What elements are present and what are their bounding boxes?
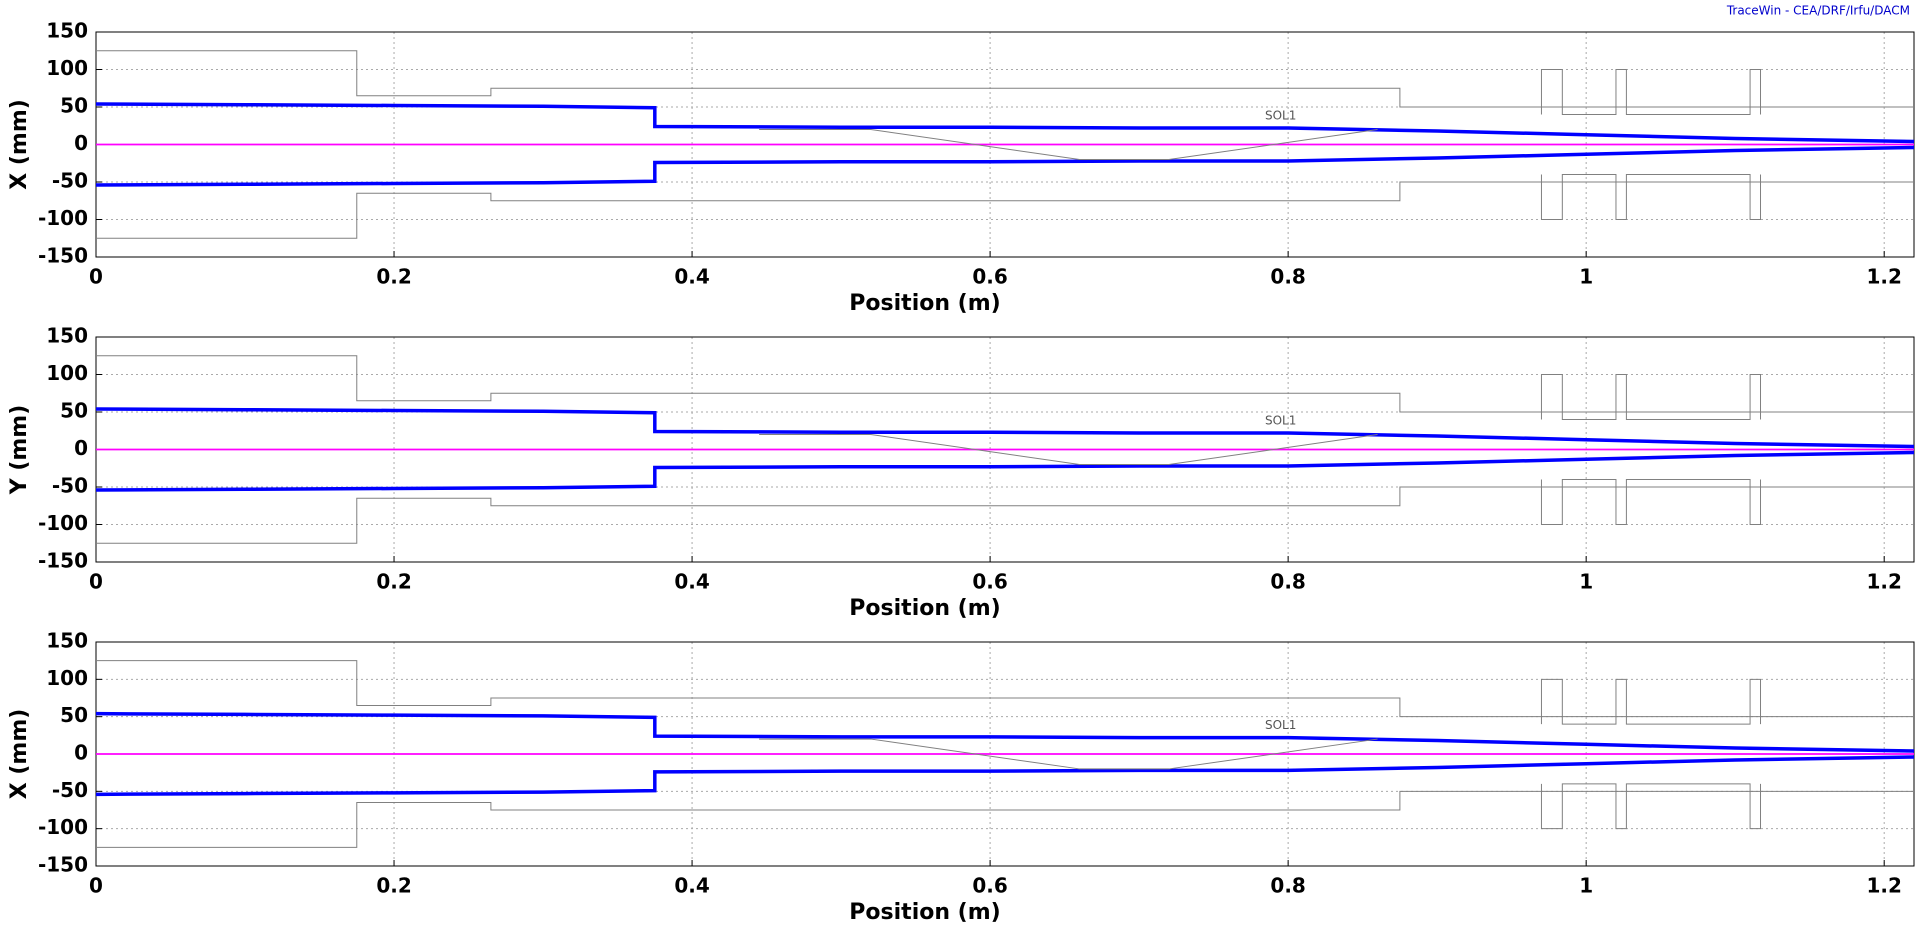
app-credit: TraceWin - CEA/DRF/Irfu/DACM xyxy=(1726,4,1910,18)
series-line xyxy=(1540,783,1762,830)
y-tick-label: 100 xyxy=(46,666,88,690)
series-line xyxy=(1540,69,1762,115)
y-axis-label: X (mm) xyxy=(7,709,32,800)
x-tick-label: 0.8 xyxy=(1270,265,1305,289)
x-tick-label: 0.4 xyxy=(674,265,709,289)
y-tick-label: -50 xyxy=(52,474,88,498)
x-tick-label: 0.2 xyxy=(376,265,411,289)
series-line xyxy=(95,102,1915,144)
x-tick-label: 0.4 xyxy=(674,570,709,594)
y-tick-label: 50 xyxy=(60,94,88,118)
x-tick-label: 0.2 xyxy=(376,570,411,594)
y-tick-label: -100 xyxy=(38,206,88,230)
y-tick-label: 0 xyxy=(74,436,88,460)
series-line xyxy=(759,434,1378,465)
x-tick-label: 0.8 xyxy=(1270,570,1305,594)
x-tick-label: 0.6 xyxy=(972,265,1007,289)
y-tick-label: 0 xyxy=(74,131,88,155)
series-line xyxy=(1540,174,1762,220)
series-line xyxy=(95,711,1915,753)
series-line xyxy=(95,407,1915,449)
y-tick-label: -50 xyxy=(52,778,88,802)
y-tick-label: -100 xyxy=(38,511,88,535)
y-tick-label: -150 xyxy=(38,549,88,573)
x-tick-label: 1.2 xyxy=(1866,570,1901,594)
x-axis-label: Position (m) xyxy=(849,596,1000,621)
y-tick-label: -50 xyxy=(52,169,88,193)
series-line xyxy=(95,755,1915,797)
x-axis-label: Position (m) xyxy=(849,900,1000,925)
element-annotation: SOL1 xyxy=(1265,414,1296,428)
y-tick-label: -150 xyxy=(38,244,88,268)
y-tick-label: 150 xyxy=(46,324,88,348)
x-tick-label: 1 xyxy=(1579,265,1593,289)
y-tick-label: 150 xyxy=(46,19,88,43)
series-line xyxy=(759,738,1378,770)
x-tick-label: 1 xyxy=(1579,874,1593,898)
x-tick-label: 0.2 xyxy=(376,874,411,898)
series-line xyxy=(96,790,1914,848)
x-tick-label: 0.6 xyxy=(972,874,1007,898)
series-line xyxy=(96,486,1914,544)
y-tick-label: 50 xyxy=(60,399,88,423)
series-line xyxy=(96,50,1914,108)
series-line xyxy=(1540,479,1762,525)
y-tick-label: 100 xyxy=(46,56,88,80)
series-line xyxy=(759,129,1378,160)
element-annotation: SOL1 xyxy=(1265,109,1296,123)
y-tick-label: 150 xyxy=(46,629,88,653)
y-axis-label: X (mm) xyxy=(7,99,32,190)
y-tick-label: 50 xyxy=(60,703,88,727)
y-axis-label: Y (mm) xyxy=(7,405,32,496)
y-tick-label: -150 xyxy=(38,853,88,877)
y-tick-label: 0 xyxy=(74,741,88,765)
series-line xyxy=(95,145,1915,187)
series-line xyxy=(1540,678,1762,725)
x-tick-label: 0.6 xyxy=(972,570,1007,594)
x-axis-label: Position (m) xyxy=(849,291,1000,316)
y-tick-label: 100 xyxy=(46,361,88,385)
x-tick-label: 0 xyxy=(89,874,103,898)
x-tick-label: 0 xyxy=(89,265,103,289)
series-line xyxy=(95,450,1915,492)
x-tick-label: 1.2 xyxy=(1866,874,1901,898)
series-line xyxy=(96,660,1914,718)
x-tick-label: 1.2 xyxy=(1866,265,1901,289)
series-line xyxy=(96,181,1914,239)
x-tick-label: 0.8 xyxy=(1270,874,1305,898)
x-tick-label: 1 xyxy=(1579,570,1593,594)
series-line xyxy=(96,355,1914,413)
x-tick-label: 0.4 xyxy=(674,874,709,898)
series-line xyxy=(1540,374,1762,420)
y-tick-label: -100 xyxy=(38,815,88,839)
x-tick-label: 0 xyxy=(89,570,103,594)
element-annotation: SOL1 xyxy=(1265,718,1296,732)
